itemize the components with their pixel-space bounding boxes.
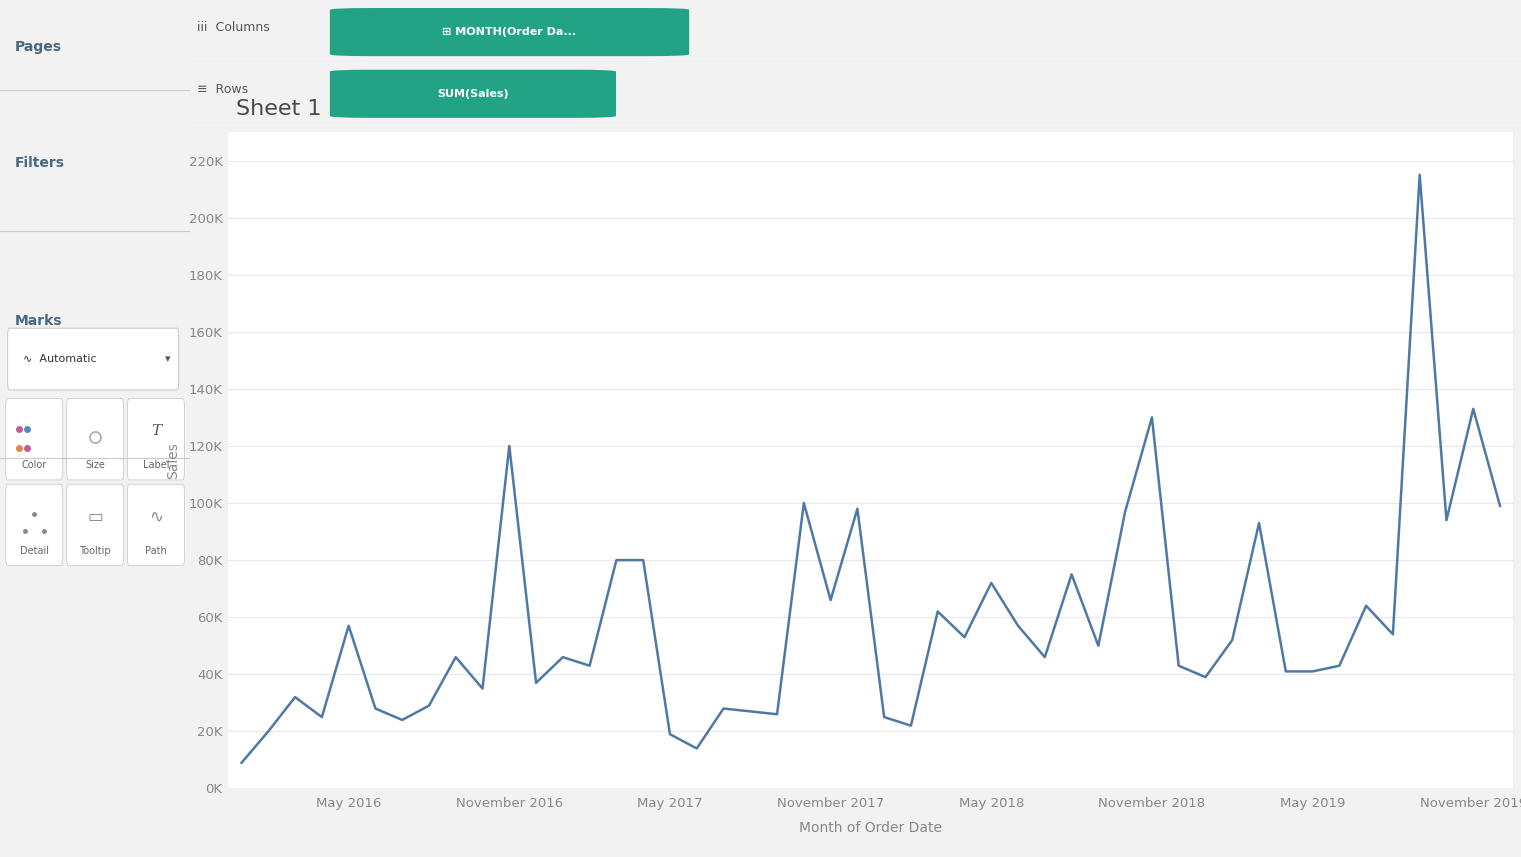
Text: Tooltip: Tooltip [79, 546, 111, 556]
Y-axis label: Sales: Sales [166, 441, 181, 479]
FancyBboxPatch shape [8, 328, 179, 390]
X-axis label: Month of Order Date: Month of Order Date [799, 821, 943, 835]
FancyBboxPatch shape [6, 484, 62, 566]
Text: Marks: Marks [15, 315, 62, 328]
Text: ∿  Automatic: ∿ Automatic [23, 354, 96, 364]
Text: ≡  Rows: ≡ Rows [196, 83, 248, 96]
Text: SUM(Sales): SUM(Sales) [437, 89, 508, 99]
Text: T: T [151, 424, 161, 438]
Text: Color: Color [21, 460, 47, 470]
Text: iii  Columns: iii Columns [196, 21, 269, 34]
Text: Label: Label [143, 460, 169, 470]
FancyBboxPatch shape [330, 8, 689, 57]
Text: Size: Size [85, 460, 105, 470]
Text: Filters: Filters [15, 156, 65, 170]
FancyBboxPatch shape [67, 399, 123, 480]
Text: ⊞ MONTH(Order Da...: ⊞ MONTH(Order Da... [443, 27, 576, 37]
Text: ▾: ▾ [164, 354, 170, 364]
FancyBboxPatch shape [128, 484, 184, 566]
Text: ▭: ▭ [87, 507, 103, 526]
FancyBboxPatch shape [67, 484, 123, 566]
Text: ∿: ∿ [149, 507, 163, 526]
FancyBboxPatch shape [330, 69, 616, 118]
FancyBboxPatch shape [6, 399, 62, 480]
Text: Sheet 1: Sheet 1 [236, 99, 321, 119]
Text: Detail: Detail [20, 546, 49, 556]
FancyBboxPatch shape [128, 399, 184, 480]
Text: Pages: Pages [15, 40, 62, 54]
Text: Path: Path [144, 546, 167, 556]
